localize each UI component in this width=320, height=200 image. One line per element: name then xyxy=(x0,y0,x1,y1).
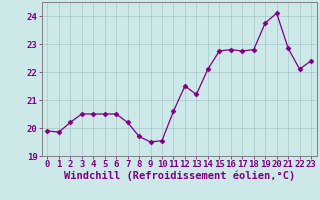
X-axis label: Windchill (Refroidissement éolien,°C): Windchill (Refroidissement éolien,°C) xyxy=(64,171,295,181)
